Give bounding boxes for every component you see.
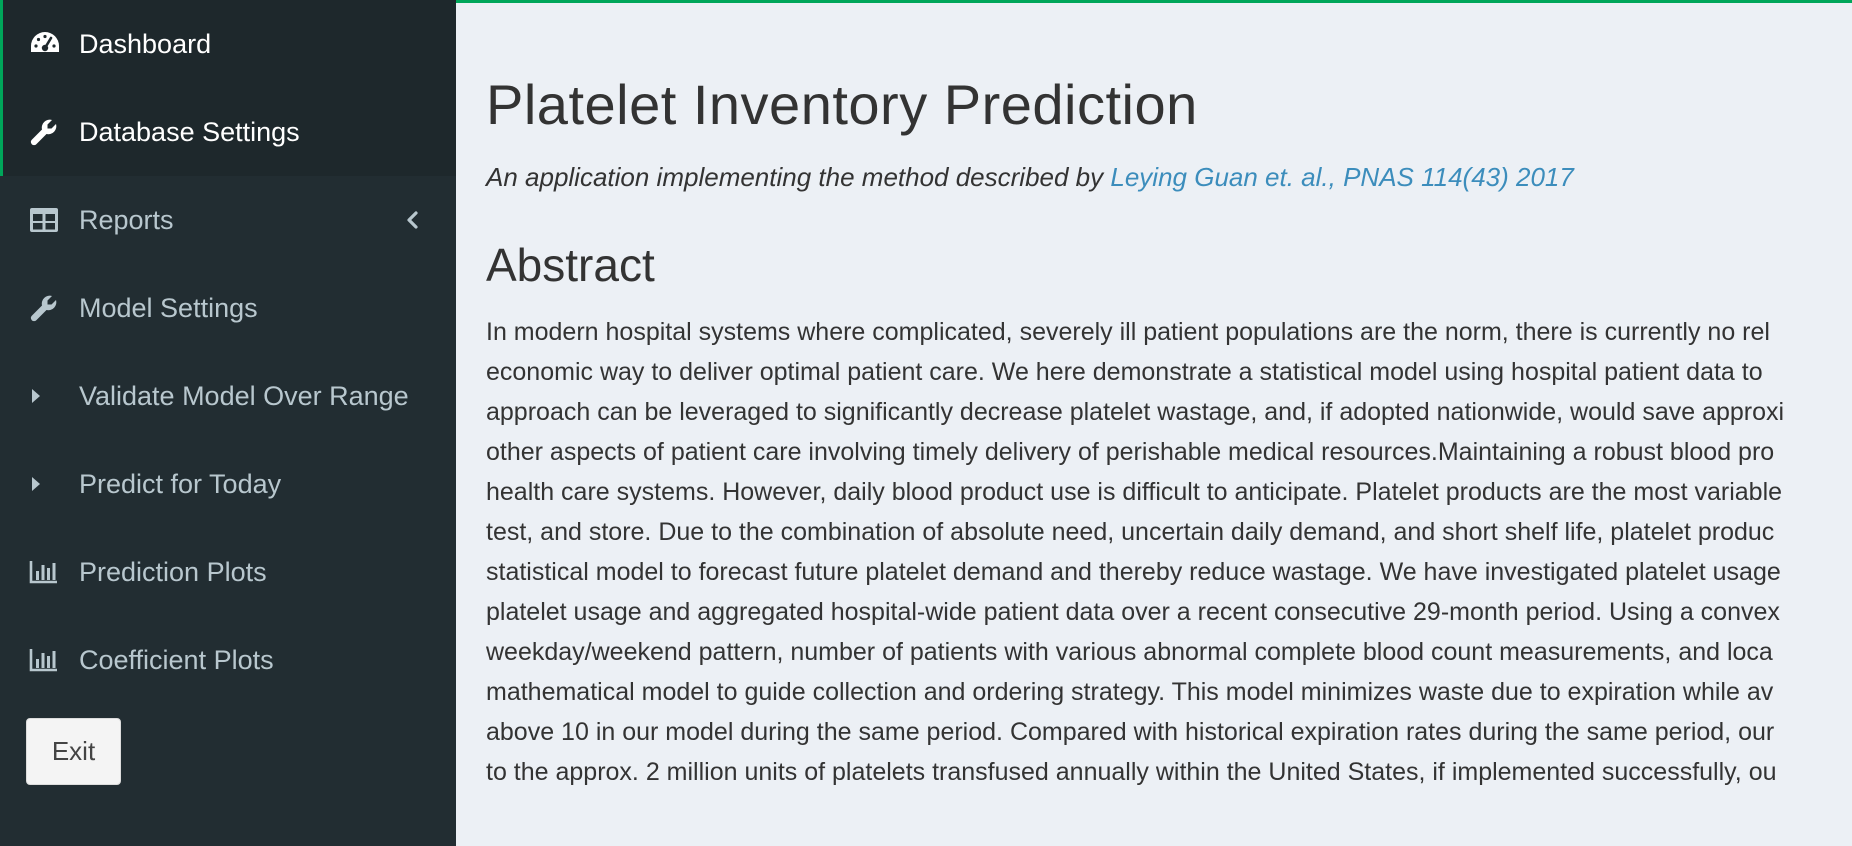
section-title-abstract: Abstract — [486, 239, 655, 291]
sidebar-item-reports[interactable]: Reports — [0, 176, 456, 264]
main-content: Platelet Inventory Prediction An applica… — [456, 0, 1852, 846]
subtitle: An application implementing the method d… — [486, 162, 1574, 193]
sidebar-item-label: Reports — [79, 204, 174, 235]
sidebar-menu: Dashboard Database Settings Reports — [0, 0, 456, 704]
sidebar-item-dashboard[interactable]: Dashboard — [0, 0, 456, 88]
sidebar-item-validate-model[interactable]: Validate Model Over Range — [0, 352, 456, 440]
abstract-line: In modern hospital systems where complic… — [486, 318, 1770, 346]
abstract-line: above 10 in our model during the same pe… — [486, 718, 1775, 746]
abstract-line: approach can be leveraged to significant… — [486, 398, 1785, 426]
sidebar-item-model-settings[interactable]: Model Settings — [0, 264, 456, 352]
wrench-icon — [29, 290, 73, 326]
table-icon — [29, 202, 73, 238]
sidebar-item-label: Database Settings — [79, 116, 300, 147]
caret-right-icon — [29, 378, 73, 414]
sidebar-item-database-settings[interactable]: Database Settings — [0, 88, 456, 176]
abstract-line: mathematical model to guide collection a… — [486, 678, 1774, 706]
sidebar-item-predict-today[interactable]: Predict for Today — [0, 440, 456, 528]
abstract-line: health care systems. However, daily bloo… — [486, 478, 1783, 506]
abstract-line: other aspects of patient care involving … — [486, 438, 1775, 466]
chevron-left-icon — [406, 210, 420, 230]
exit-button[interactable]: Exit — [26, 718, 121, 785]
abstract-line: test, and store. Due to the combination … — [486, 518, 1775, 546]
page-title: Platelet Inventory Prediction — [486, 73, 1198, 136]
top-accent-bar — [0, 0, 1852, 3]
abstract-line: weekday/weekend pattern, number of patie… — [486, 638, 1773, 666]
sidebar-item-label: Coefficient Plots — [79, 644, 274, 675]
sidebar-item-label: Predict for Today — [79, 468, 282, 499]
sidebar-item-label: Dashboard — [79, 28, 212, 59]
bar-chart-icon — [29, 642, 73, 678]
abstract-line: to the approx. 2 million units of platel… — [486, 758, 1777, 786]
sidebar: Dashboard Database Settings Reports — [0, 0, 456, 846]
citation-link[interactable]: Leying Guan et. al., PNAS 114(43) 2017 — [1110, 162, 1574, 192]
sidebar-item-label: Model Settings — [79, 292, 258, 323]
dashboard-icon — [29, 26, 73, 62]
sidebar-item-coefficient-plots[interactable]: Coefficient Plots — [0, 616, 456, 704]
caret-right-icon — [29, 466, 73, 502]
sidebar-item-label: Prediction Plots — [79, 556, 267, 587]
abstract-text: In modern hospital systems where complic… — [486, 312, 1852, 792]
abstract-line: statistical model to forecast future pla… — [486, 558, 1781, 586]
subtitle-text: An application implementing the method d… — [486, 162, 1111, 192]
abstract-line: economic way to deliver optimal patient … — [486, 358, 1763, 386]
sidebar-item-label: Validate Model Over Range — [79, 380, 409, 411]
abstract-line: platelet usage and aggregated hospital-w… — [486, 598, 1780, 626]
sidebar-item-prediction-plots[interactable]: Prediction Plots — [0, 528, 456, 616]
bar-chart-icon — [29, 554, 73, 590]
wrench-icon — [29, 114, 73, 150]
